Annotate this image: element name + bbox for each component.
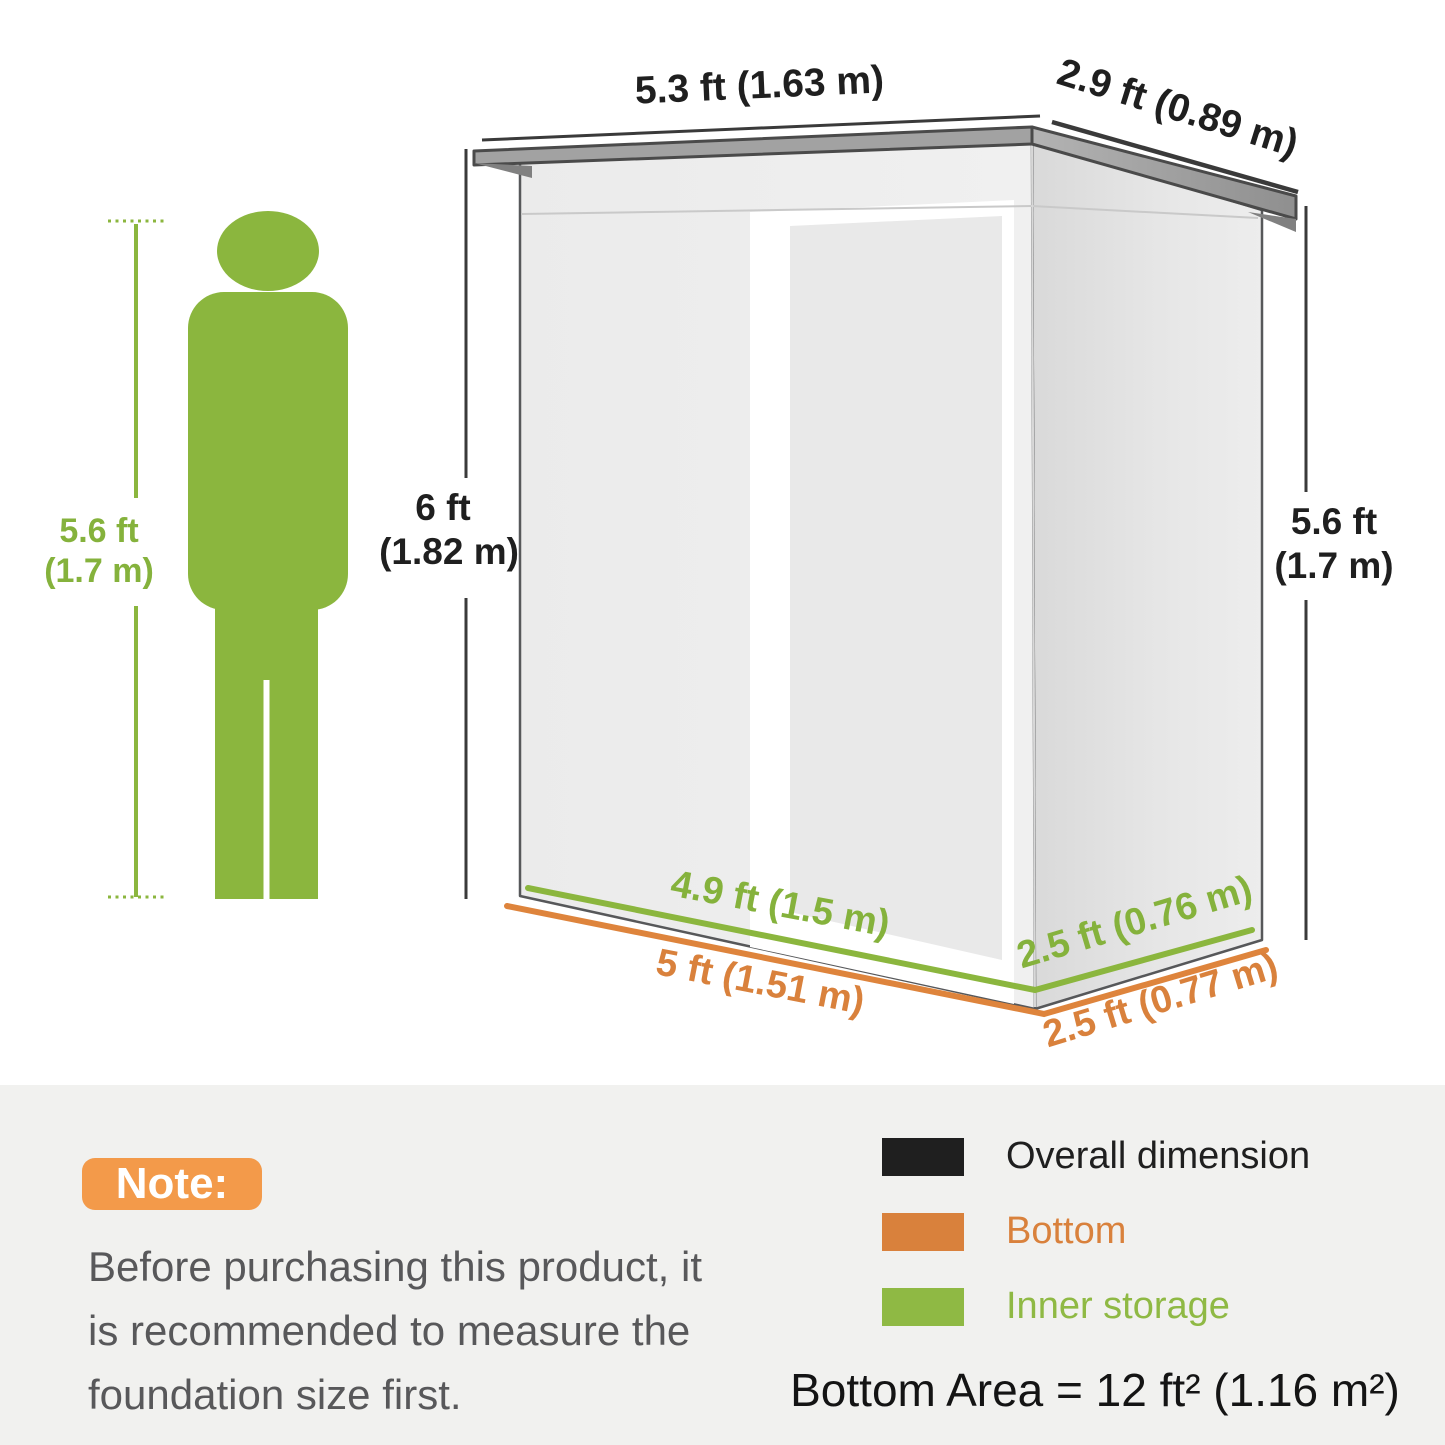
shed-door-panel [790, 216, 1002, 960]
right-height-label-ft: 5.6 ft [1291, 501, 1377, 542]
legend-label: Bottom [1006, 1210, 1127, 1252]
bottom-dimension-line [504, 903, 1269, 1018]
note-text: Before purchasing this product, it is re… [88, 1235, 788, 1427]
figure-torso [188, 292, 348, 610]
overall-dimension-lines [464, 114, 1308, 940]
shed-corner-edge [1031, 142, 1036, 1008]
left-height-label-m: (1.82 m) [379, 531, 519, 572]
right-height-label-m: (1.7 m) [1274, 545, 1393, 586]
note-badge-label: Note: [115, 1159, 229, 1208]
legend-label: Inner storage [1006, 1285, 1230, 1327]
figure-height-label-ft: 5.6 ft [59, 512, 138, 550]
width-dimension-label: 5.3 ft (1.63 m) [634, 58, 885, 112]
shed-roof [472, 125, 1298, 232]
overall-dimension-swatch [882, 1137, 964, 1176]
inner-storage-swatch [882, 1287, 964, 1326]
depth-dimension-line [1051, 119, 1299, 195]
legend-item-inner-storage: Inner storage [882, 1285, 1230, 1328]
figure-height-label-m: (1.7 m) [44, 552, 154, 590]
width-dimension-line [481, 114, 1041, 142]
shed-front-seam [520, 205, 1033, 215]
figure-head [217, 211, 319, 291]
legend-label: Overall dimension [1006, 1135, 1311, 1177]
bottom-swatch [882, 1212, 964, 1251]
left-height-label-ft: 6 ft [415, 487, 471, 528]
figure-height-dimension [108, 219, 168, 899]
shed-side-seam [1031, 205, 1259, 219]
shed-illustration [518, 138, 1264, 1011]
legend-item-bottom: Bottom [882, 1210, 1126, 1253]
bottom-area-text: Bottom Area = 12 ft² (1.16 m²) [790, 1364, 1400, 1416]
roof-right-eave [1248, 212, 1296, 232]
note-line: is recommended to measure the [88, 1307, 691, 1354]
legend-item-overall: Overall dimension [882, 1135, 1310, 1178]
note-badge: Note: [82, 1158, 262, 1210]
inner-storage-line [525, 885, 1255, 994]
info-panel: Note: Before purchasing this product, it… [0, 1085, 1445, 1445]
human-figure [188, 211, 348, 899]
note-line: foundation size first. [88, 1371, 462, 1418]
shed-door-gap [750, 211, 778, 953]
note-line: Before purchasing this product, it [88, 1243, 703, 1290]
roof-left-eave [474, 163, 532, 178]
